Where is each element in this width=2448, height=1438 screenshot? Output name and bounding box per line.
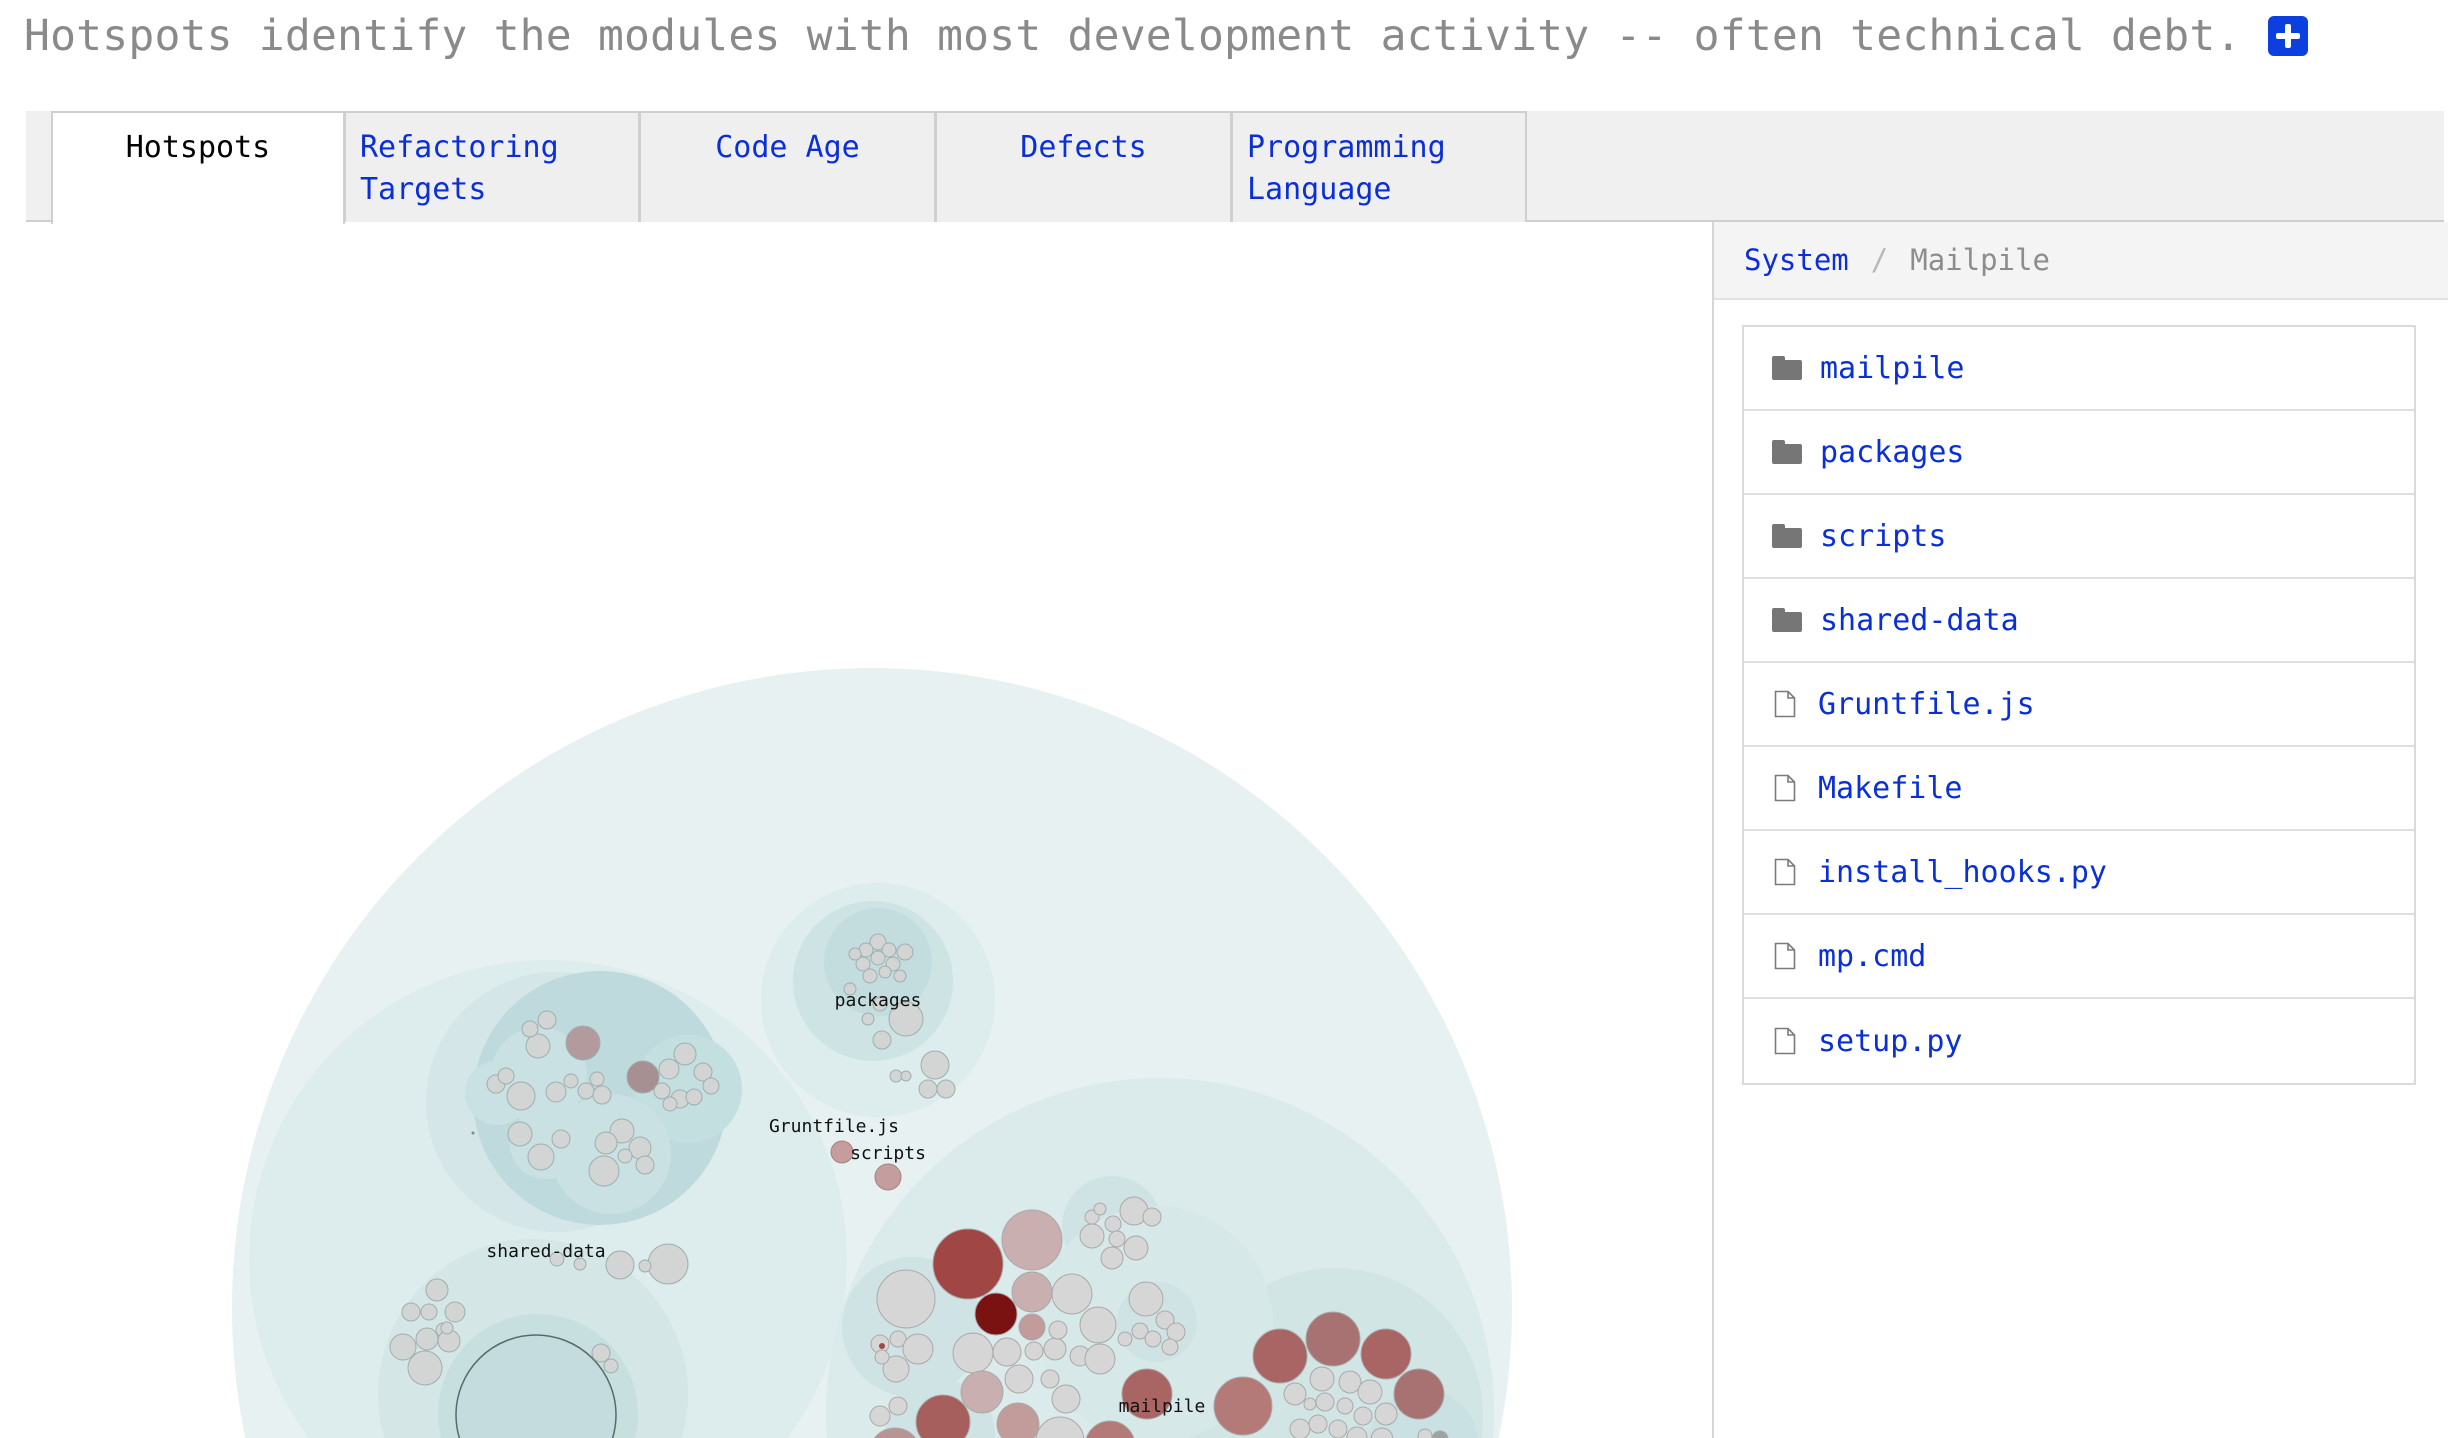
shared-data-map-label: shared-data [486,1241,605,1262]
breadcrumb-system[interactable]: System [1744,243,1849,277]
packages-map-label: packages [835,990,922,1011]
list-item-install-hooks[interactable]: install_hooks.py [1744,831,2414,915]
tab-code-age[interactable]: Code Age [639,111,936,222]
list-item-label[interactable]: Gruntfile.js [1818,686,2035,722]
hotspot-map[interactable]: packages Gruntfile.js scripts shared-dat… [0,222,1712,1438]
list-item-gruntfile[interactable]: Gruntfile.js [1744,663,2414,747]
mailpile-map-label: mailpile [1119,1396,1206,1417]
list-item-mailpile[interactable]: mailpile [1744,327,2414,411]
packages-group[interactable] [761,883,995,1117]
hotspot-circle-pack[interactable]: packages Gruntfile.js scripts shared-dat… [0,222,1712,1438]
folder-icon [1772,608,1802,632]
file-icon [1774,1027,1796,1055]
intro-banner: Hotspots identify the modules with most … [24,6,2308,66]
gruntfile-map-label: Gruntfile.js [769,1116,899,1137]
file-icon [1774,690,1796,718]
list-item-makefile[interactable]: Makefile [1744,747,2414,831]
folder-icon [1772,524,1802,548]
list-item-label[interactable]: packages [1820,434,1965,470]
list-item-label[interactable]: mailpile [1820,350,1965,386]
list-item-shared-data[interactable]: shared-data [1744,579,2414,663]
tab-defects[interactable]: Defects [935,111,1232,222]
file-icon [1774,858,1796,886]
tab-hotspots[interactable]: Hotspots [51,111,345,224]
intro-text: Hotspots identify the modules with most … [24,11,2242,61]
shared-data-group[interactable] [249,960,847,1438]
list-item-label[interactable]: shared-data [1820,602,2019,638]
folder-icon [1772,356,1802,380]
file-icon [1774,942,1796,970]
file-list: mailpile packages scripts shared-data Gr… [1742,325,2416,1085]
scripts-map-label: scripts [850,1143,926,1164]
breadcrumb: System / Mailpile [1714,222,2448,300]
scripts-circle[interactable] [874,1163,902,1191]
folder-icon [1772,440,1802,464]
list-item-label[interactable]: install_hooks.py [1818,854,2107,890]
list-item-label[interactable]: mp.cmd [1818,938,1927,974]
gruntfile-circle[interactable] [830,1140,854,1164]
list-item-setup-py[interactable]: setup.py [1744,999,2414,1083]
mailpile-group[interactable] [826,1078,1494,1438]
list-item-label[interactable]: scripts [1820,518,1947,554]
analysis-tabs: Hotspots Refactoring Targets Code Age De… [26,111,2444,224]
tab-programming-language[interactable]: Programming Language [1231,111,1527,222]
list-item-scripts[interactable]: scripts [1744,495,2414,579]
list-item-label[interactable]: Makefile [1818,770,1963,806]
file-browser-panel: System / Mailpile mailpile packages scri… [1712,222,2448,1438]
list-item-label[interactable]: setup.py [1818,1023,1963,1059]
breadcrumb-current: Mailpile [1910,243,2050,277]
list-item-packages[interactable]: packages [1744,411,2414,495]
list-item-mp-cmd[interactable]: mp.cmd [1744,915,2414,999]
breadcrumb-separator: / [1870,243,1889,277]
plus-square-icon[interactable] [2267,16,2308,56]
tab-refactoring-targets[interactable]: Refactoring Targets [344,111,640,222]
file-icon [1774,774,1796,802]
